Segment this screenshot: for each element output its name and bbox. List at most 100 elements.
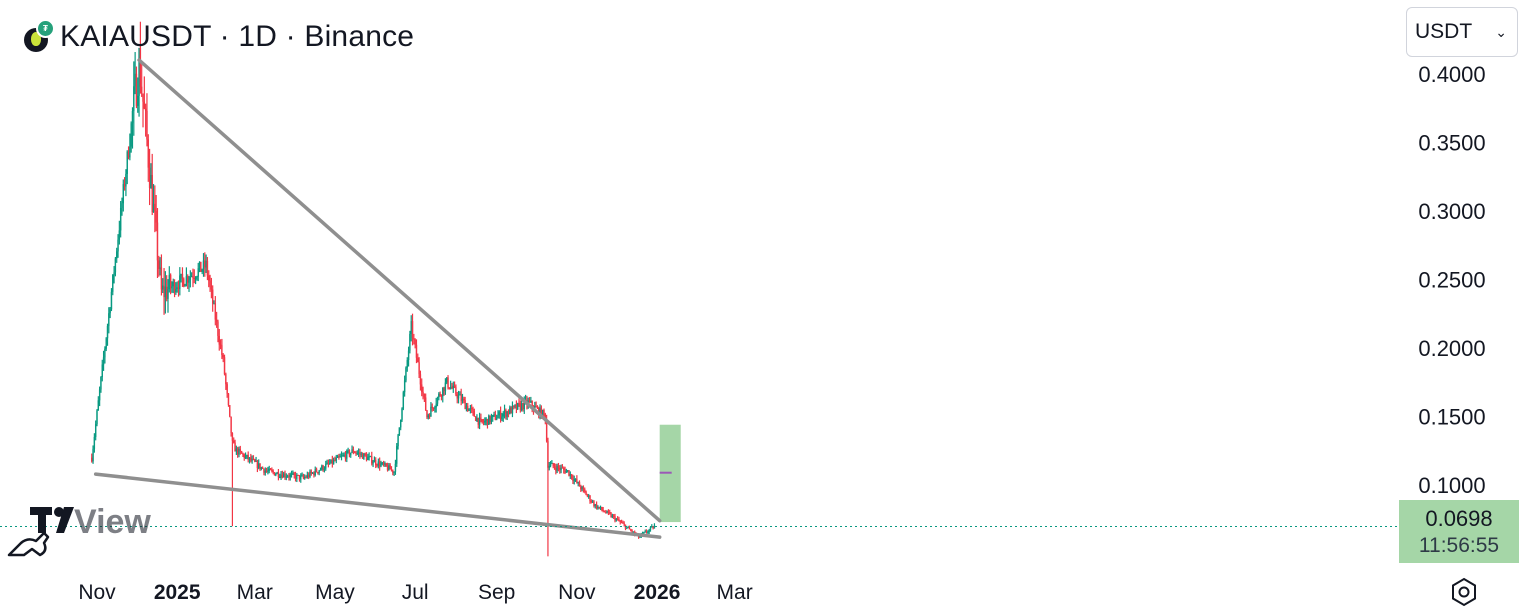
candle-body bbox=[523, 400, 525, 410]
candle-body bbox=[548, 465, 550, 468]
candle-body bbox=[489, 415, 491, 422]
candle-body bbox=[620, 522, 623, 524]
candle-body bbox=[399, 419, 402, 428]
candle-body bbox=[323, 468, 326, 471]
candle-body bbox=[597, 506, 599, 509]
candle-body bbox=[304, 477, 306, 479]
candle-body bbox=[503, 410, 506, 414]
candle-body bbox=[401, 408, 403, 420]
candle-body bbox=[247, 454, 249, 460]
candle-body bbox=[215, 319, 218, 322]
candle-body bbox=[455, 387, 457, 395]
candle-body bbox=[486, 419, 489, 425]
trendline-upper[interactable] bbox=[137, 58, 662, 523]
candle-body bbox=[577, 482, 579, 484]
candle-body bbox=[160, 267, 163, 290]
candle-body bbox=[557, 465, 560, 468]
candle-body bbox=[236, 448, 239, 455]
candle-body bbox=[129, 146, 131, 158]
candle-body bbox=[196, 276, 198, 279]
candle-body bbox=[179, 275, 181, 290]
currency-select[interactable]: USDT ⌄ bbox=[1406, 7, 1518, 57]
candle-body bbox=[296, 474, 298, 479]
candle-body bbox=[517, 402, 519, 410]
candle-body bbox=[188, 280, 190, 283]
candle-body bbox=[201, 269, 203, 272]
candle-body bbox=[507, 411, 510, 414]
candle-body bbox=[371, 456, 373, 464]
candle-body bbox=[431, 406, 433, 408]
candle-body bbox=[130, 123, 132, 147]
candle-body bbox=[402, 392, 405, 409]
candle-body bbox=[493, 414, 495, 416]
candle-body bbox=[473, 410, 476, 417]
candle-body bbox=[315, 469, 318, 473]
candle-body bbox=[92, 448, 94, 462]
candle-body bbox=[138, 47, 140, 96]
chart-settings-icon[interactable] bbox=[1448, 576, 1480, 608]
candle-body bbox=[530, 401, 532, 403]
candle-body bbox=[411, 321, 414, 339]
candle-body bbox=[189, 276, 192, 281]
candle-body bbox=[551, 463, 553, 465]
candle-body bbox=[388, 465, 390, 471]
candle-body bbox=[501, 416, 503, 420]
candle-body bbox=[380, 463, 382, 467]
candle-body bbox=[113, 272, 115, 275]
candle-body bbox=[313, 472, 315, 475]
candle-body bbox=[192, 276, 194, 278]
candle-body bbox=[456, 394, 458, 399]
candle-body bbox=[162, 285, 164, 290]
candle-body bbox=[165, 286, 168, 299]
candle-body bbox=[435, 403, 437, 408]
candle-body bbox=[509, 407, 511, 414]
candle-body bbox=[595, 504, 598, 509]
candle-body bbox=[144, 108, 147, 111]
candle-body bbox=[409, 333, 411, 351]
candle-body bbox=[398, 427, 401, 436]
candle-body bbox=[148, 167, 151, 188]
candle-body bbox=[346, 450, 348, 459]
candle-body bbox=[369, 456, 372, 458]
candle-body bbox=[264, 470, 266, 473]
target-zone bbox=[659, 424, 681, 523]
candle-body bbox=[505, 410, 507, 417]
candle-body bbox=[285, 476, 288, 478]
candle-body bbox=[231, 433, 234, 441]
candle-body bbox=[464, 400, 466, 410]
candle-body bbox=[644, 531, 646, 533]
candle-body bbox=[569, 474, 571, 476]
candle-body bbox=[573, 479, 575, 481]
candle-body bbox=[159, 267, 161, 269]
candle-body bbox=[444, 382, 447, 392]
candle-body bbox=[580, 486, 582, 490]
candle-body bbox=[350, 452, 352, 456]
candle-body bbox=[344, 454, 347, 459]
candle-body bbox=[522, 403, 524, 410]
candle-body bbox=[578, 482, 581, 487]
candles bbox=[91, 21, 656, 557]
candle-body bbox=[180, 273, 182, 276]
candle-body bbox=[436, 397, 439, 404]
candle-body bbox=[119, 208, 122, 231]
candle-body bbox=[194, 278, 197, 280]
candle-body bbox=[386, 466, 389, 471]
tradingview-logo: View bbox=[7, 503, 151, 557]
candle-body bbox=[122, 184, 124, 204]
candle-body bbox=[515, 404, 518, 410]
candle-body bbox=[277, 472, 280, 477]
candle-body bbox=[506, 411, 508, 417]
x-tick-label: Nov bbox=[78, 581, 116, 604]
candle-body bbox=[364, 453, 366, 456]
y-tick-label: 0.4000 bbox=[1418, 62, 1485, 87]
candle-body bbox=[175, 288, 177, 293]
candle-body bbox=[602, 509, 604, 512]
candle-body bbox=[343, 454, 345, 456]
candle-body bbox=[553, 466, 556, 468]
candle-body bbox=[340, 455, 343, 457]
candle-body bbox=[219, 344, 222, 346]
candle-body bbox=[594, 504, 596, 506]
candle-body bbox=[301, 475, 303, 477]
candle-body bbox=[559, 467, 561, 470]
